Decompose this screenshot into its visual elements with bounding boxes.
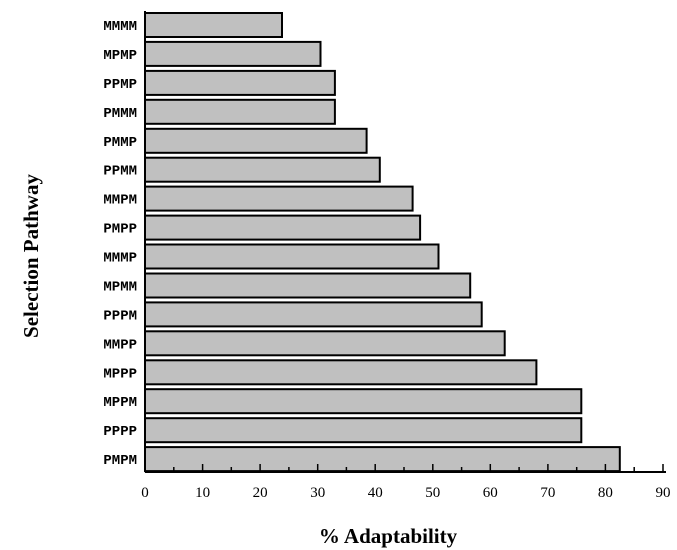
category-label-pmmp: PMMP [103,135,137,151]
x-tick-label-60: 60 [483,485,498,501]
category-label-mmmp: MMMP [103,251,137,267]
category-label-pmpp: PMPP [103,222,137,238]
bar-ppmp [144,69,336,96]
category-label-pmpm: PMPM [103,453,137,469]
bar-ppmm [144,156,381,183]
bars-group [144,12,621,473]
x-tick-label-90: 90 [656,485,671,501]
bar-pppm [144,301,483,328]
x-tick-label-50: 50 [425,485,440,501]
x-tick-label-80: 80 [598,485,613,501]
category-label-ppmm: PPMM [103,164,137,180]
bar-mpmm [144,272,472,299]
bar-mmpm [144,185,414,212]
category-label-mmpm: MMPM [103,193,137,209]
category-label-pmmm: PMMM [103,106,137,122]
category-label-mpmm: MPMM [103,280,137,296]
bar-mmpp [144,330,506,357]
category-label-mppp: MPPP [103,366,137,382]
bar-pmpp [144,214,422,241]
x-axis-title: % Adaptability [319,524,458,548]
category-labels: MMMM MPMP PPMP PMMM PMMP PPMM MMPM PMPP MMMP MPMM… [103,19,137,469]
x-tick-label-0: 0 [141,485,149,501]
bar-pmmm [144,98,336,125]
category-label-mppm: MPPM [103,395,137,411]
bar-mmmp [144,243,440,270]
bar-pmmp [144,127,368,154]
x-tick-label-40: 40 [368,485,383,501]
bar-mpmp [144,40,322,67]
category-label-mpmp: MPMP [103,48,137,64]
category-label-ppmp: PPMP [103,77,137,93]
bar-mppp [144,359,538,386]
category-label-pppm: PPPM [103,308,137,324]
category-label-pppp: PPPP [103,424,137,440]
y-axis-title: Selection Pathway [19,174,43,338]
x-tick-label-10: 10 [195,485,210,501]
x-tick-label-20: 20 [253,485,268,501]
bar-mmmm [144,12,283,38]
x-axis-ticks [144,464,664,472]
x-tick-labels: 0 10 20 30 40 50 60 70 80 90 [141,485,670,501]
bar-mppm [144,388,583,415]
x-tick-label-30: 30 [310,485,325,501]
category-label-mmpp: MMPP [103,337,137,353]
x-tick-label-70: 70 [540,485,555,501]
category-label-mmmm: MMMM [103,19,137,35]
bar-pppp [144,417,583,444]
